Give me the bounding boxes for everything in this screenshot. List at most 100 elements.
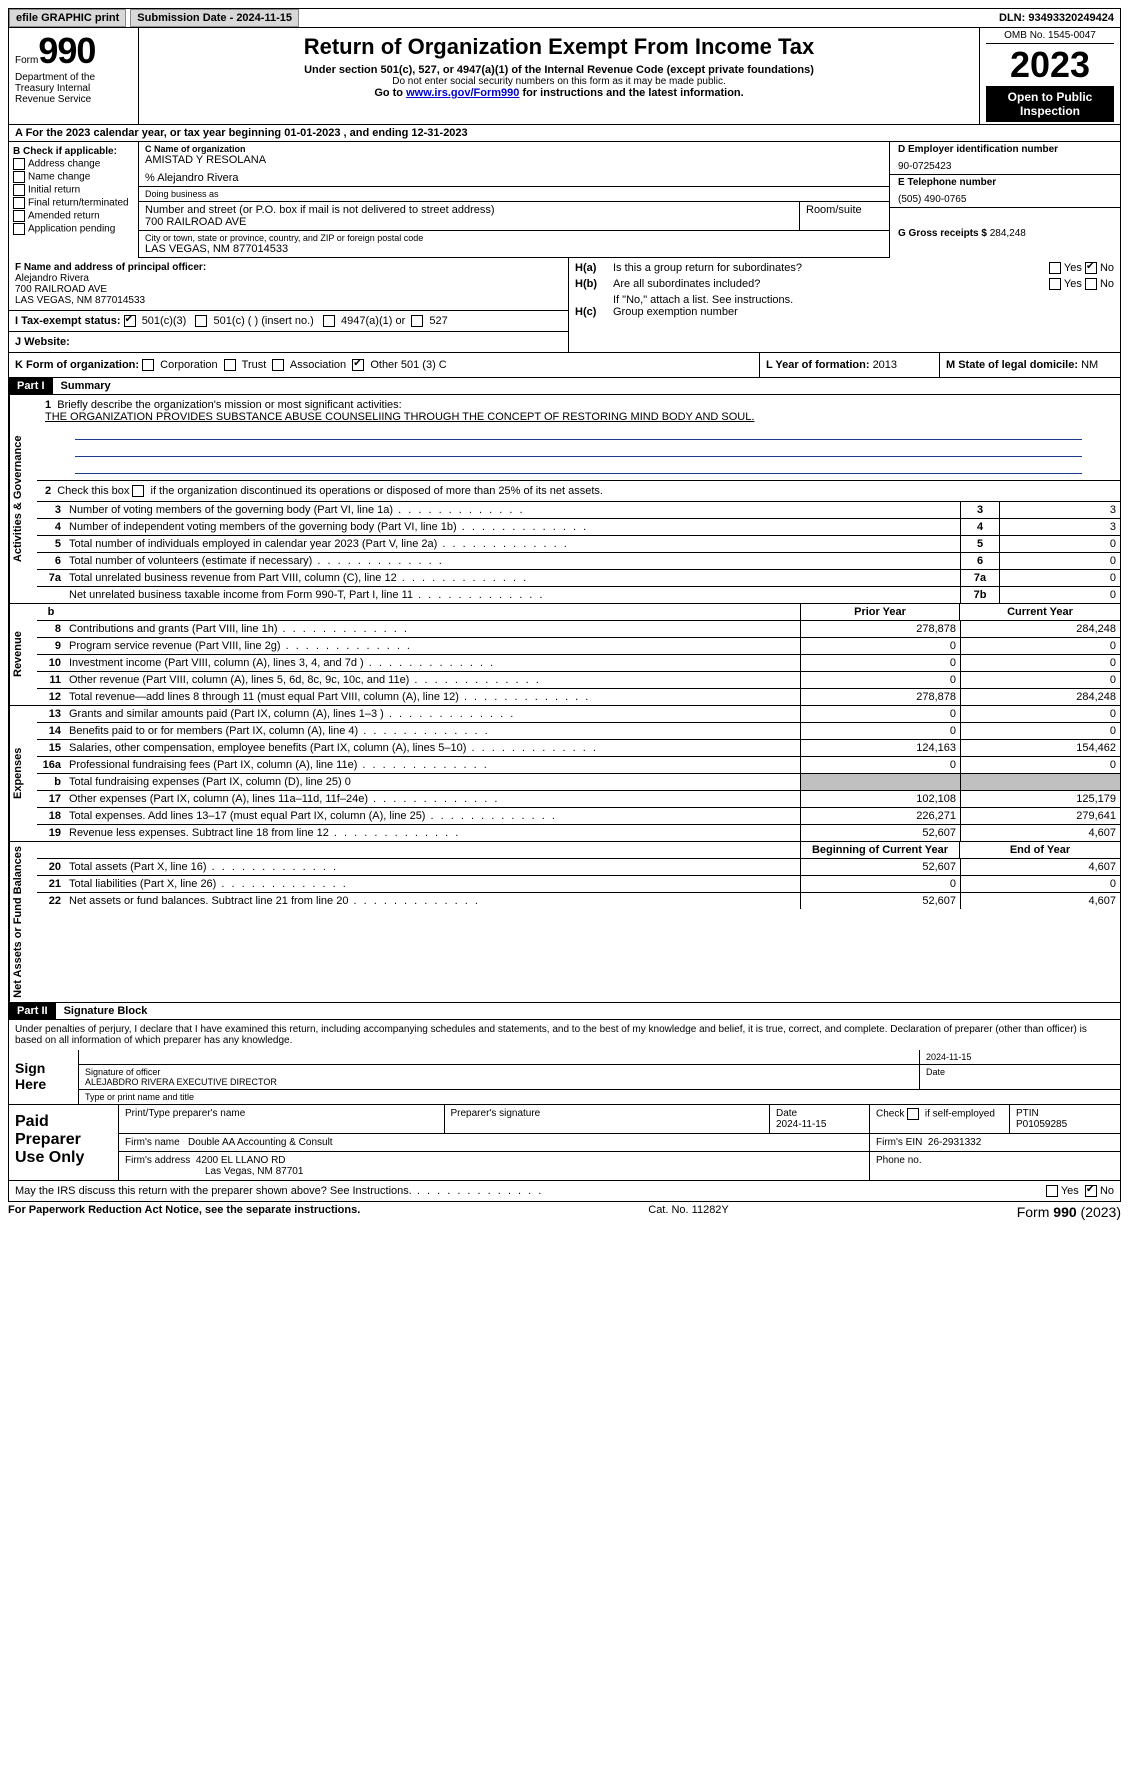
row-a-mid: , and ending — [344, 127, 412, 139]
officer-street: 700 RAILROAD AVE — [15, 284, 562, 295]
gross-label: G Gross receipts $ — [898, 228, 990, 239]
hb-yes[interactable] — [1049, 278, 1061, 290]
omb-number: OMB No. 1545-0047 — [986, 30, 1114, 44]
chk-trust[interactable] — [224, 359, 236, 371]
may-irs-yes[interactable] — [1046, 1185, 1058, 1197]
chk-501c3[interactable] — [124, 315, 136, 327]
part-ii-label: Part II — [9, 1003, 56, 1019]
ha-text: Is this a group return for subordinates? — [613, 262, 1043, 274]
summary-expenses: Expenses 13Grants and similar amounts pa… — [8, 706, 1121, 842]
part-i-label: Part I — [9, 378, 53, 394]
care-of: % Alejandro Rivera — [145, 172, 883, 184]
revenue-line: 12Total revenue—add lines 8 through 11 (… — [37, 689, 1120, 705]
officer-label: F Name and address of principal officer: — [15, 262, 206, 273]
part-i-header: Part I Summary — [8, 378, 1121, 395]
expense-line: 16aProfessional fundraising fees (Part I… — [37, 757, 1120, 774]
prep-sig-label: Preparer's signature — [445, 1105, 771, 1133]
ptin: P01059285 — [1016, 1119, 1114, 1130]
sig-date-label: Date — [920, 1065, 1120, 1089]
may-irs-row: May the IRS discuss this return with the… — [8, 1181, 1121, 1202]
goto-pre: Go to — [374, 87, 406, 99]
paid-preparer-block: Paid Preparer Use Only Print/Type prepar… — [8, 1105, 1121, 1181]
ha-label: H(a) — [575, 262, 607, 274]
revenue-line: 9Program service revenue (Part VIII, lin… — [37, 638, 1120, 655]
section-j: J Website: — [9, 332, 568, 352]
ein: 90-0725423 — [898, 161, 1112, 172]
chk-other[interactable] — [352, 359, 364, 371]
mission-text: THE ORGANIZATION PROVIDES SUBSTANCE ABUS… — [45, 411, 754, 423]
chk-amended-return[interactable]: Amended return — [13, 210, 134, 222]
chk-application-pending[interactable]: Application pending — [13, 223, 134, 235]
hc-label: H(c) — [575, 306, 607, 318]
chk-501c[interactable] — [195, 315, 207, 327]
may-irs-no[interactable] — [1085, 1185, 1097, 1197]
prep-check: Check if self-employed — [870, 1105, 1010, 1133]
net-assets-vlabel: Net Assets or Fund Balances — [9, 842, 37, 1002]
sign-here-label: Sign Here — [9, 1050, 79, 1104]
goto-post: for instructions and the latest informat… — [519, 87, 743, 99]
chk-address-change[interactable]: Address change — [13, 158, 134, 170]
firm-name-label: Firm's name — [125, 1137, 180, 1148]
year-formation: 2013 — [873, 359, 897, 371]
expense-line: bTotal fundraising expenses (Part IX, co… — [37, 774, 1120, 791]
summary-line: Net unrelated business taxable income fr… — [37, 587, 1120, 603]
summary-line: 6Total number of volunteers (estimate if… — [37, 553, 1120, 570]
expenses-vlabel: Expenses — [9, 706, 37, 841]
summary-net-assets: Net Assets or Fund Balances Beginning of… — [8, 842, 1121, 1003]
col-b-header: B Check if applicable: — [13, 146, 134, 157]
dept-label: Department of the Treasury Internal Reve… — [15, 72, 132, 105]
sign-here-block: Sign Here 2024-11-15 Signature of office… — [8, 1050, 1121, 1105]
chk-assoc[interactable] — [272, 359, 284, 371]
chk-name-change[interactable]: Name change — [13, 171, 134, 183]
summary-revenue: Revenue b Prior Year Current Year 8Contr… — [8, 604, 1121, 706]
chk-final-return[interactable]: Final return/terminated — [13, 197, 134, 209]
footer-form: 990 — [1053, 1204, 1076, 1220]
may-irs-text: May the IRS discuss this return with the… — [15, 1185, 412, 1197]
submission-date-label: Submission Date - 2024-11-15 — [130, 9, 299, 27]
section-f: F Name and address of principal officer:… — [9, 258, 568, 311]
part-ii-title: Signature Block — [56, 1003, 156, 1019]
efile-print-button[interactable]: efile GRAPHIC print — [9, 9, 126, 27]
city: LAS VEGAS, NM 877014533 — [145, 243, 883, 255]
prior-year-header: Prior Year — [800, 604, 960, 620]
ha-no[interactable] — [1085, 262, 1097, 274]
col-b: B Check if applicable: Address change Na… — [9, 142, 139, 258]
section-bcd: B Check if applicable: Address change Na… — [8, 142, 1121, 258]
hb-no[interactable] — [1085, 278, 1097, 290]
chk-corp[interactable] — [142, 359, 154, 371]
goto-link[interactable]: www.irs.gov/Form990 — [406, 87, 519, 99]
summary-line: 4Number of independent voting members of… — [37, 519, 1120, 536]
summary-governance: Activities & Governance 1 Briefly descri… — [8, 395, 1121, 604]
city-label: City or town, state or province, country… — [145, 233, 883, 243]
officer-city: LAS VEGAS, NM 877014533 — [15, 295, 562, 306]
open-inspection: Open to Public Inspection — [986, 86, 1114, 122]
form-header: Form990 Department of the Treasury Inter… — [8, 28, 1121, 125]
org-name: AMISTAD Y RESOLANA — [145, 154, 883, 166]
end-year-header: End of Year — [960, 842, 1120, 858]
row-a: A For the 2023 calendar year, or tax yea… — [8, 125, 1121, 142]
chk-4947[interactable] — [323, 315, 335, 327]
firm-addr2: Las Vegas, NM 87701 — [205, 1166, 303, 1177]
sig-officer-label: Signature of officer — [85, 1067, 913, 1077]
form-number: 990 — [38, 30, 95, 71]
top-bar: efile GRAPHIC print Submission Date - 20… — [8, 8, 1121, 28]
chk-initial-return[interactable]: Initial return — [13, 184, 134, 196]
firm-ein-label: Firm's EIN — [876, 1137, 922, 1148]
ha-yes[interactable] — [1049, 262, 1061, 274]
chk-527[interactable] — [411, 315, 423, 327]
hb-text: Are all subordinates included? — [613, 278, 1043, 290]
phone: (505) 490-0765 — [898, 194, 1112, 205]
section-h: H(a) Is this a group return for subordin… — [569, 258, 1120, 352]
street-label: Number and street (or P.O. box if mail i… — [145, 204, 793, 216]
expense-line: 13Grants and similar amounts paid (Part … — [37, 706, 1120, 723]
l-label: L Year of formation: — [766, 359, 873, 371]
tax-year: 2023 — [986, 44, 1114, 86]
ptin-label: PTIN — [1016, 1108, 1114, 1119]
form-subtitle: Under section 501(c), 527, or 4947(a)(1)… — [145, 64, 973, 76]
summary-line: 7aTotal unrelated business revenue from … — [37, 570, 1120, 587]
chk-self-employed[interactable] — [907, 1108, 919, 1120]
revenue-line: 11Other revenue (Part VIII, column (A), … — [37, 672, 1120, 689]
chk-discontinued[interactable] — [132, 485, 144, 497]
part-i-title: Summary — [53, 378, 119, 394]
col-d: D Employer identification number 90-0725… — [890, 142, 1120, 258]
